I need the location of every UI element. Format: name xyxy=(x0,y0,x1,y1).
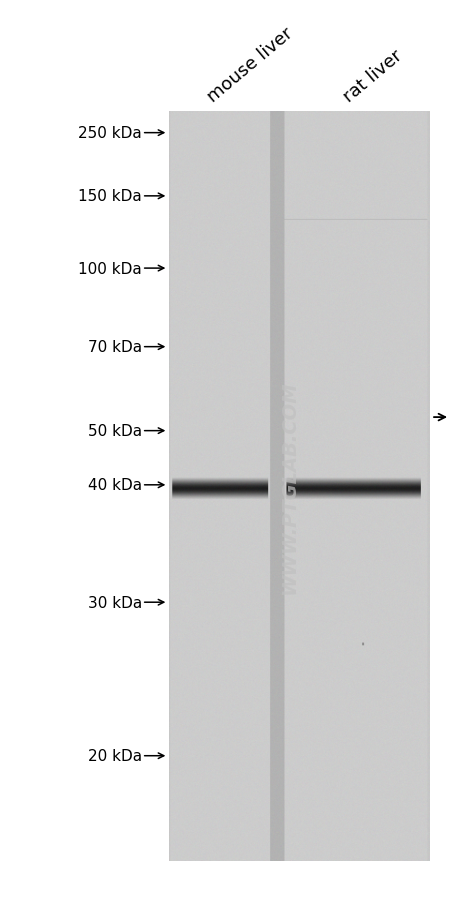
Text: 100 kDa: 100 kDa xyxy=(78,262,142,276)
Text: mouse liver: mouse liver xyxy=(204,24,297,106)
Text: rat liver: rat liver xyxy=(340,46,406,106)
Text: 250 kDa: 250 kDa xyxy=(78,126,142,141)
Text: 70 kDa: 70 kDa xyxy=(88,340,142,354)
Text: 30 kDa: 30 kDa xyxy=(87,595,142,610)
Text: WWW.PTGLAB.COM: WWW.PTGLAB.COM xyxy=(280,381,299,594)
Text: 50 kDa: 50 kDa xyxy=(88,424,142,438)
Text: 40 kDa: 40 kDa xyxy=(88,478,142,492)
Text: 20 kDa: 20 kDa xyxy=(88,749,142,763)
Text: 150 kDa: 150 kDa xyxy=(78,189,142,204)
